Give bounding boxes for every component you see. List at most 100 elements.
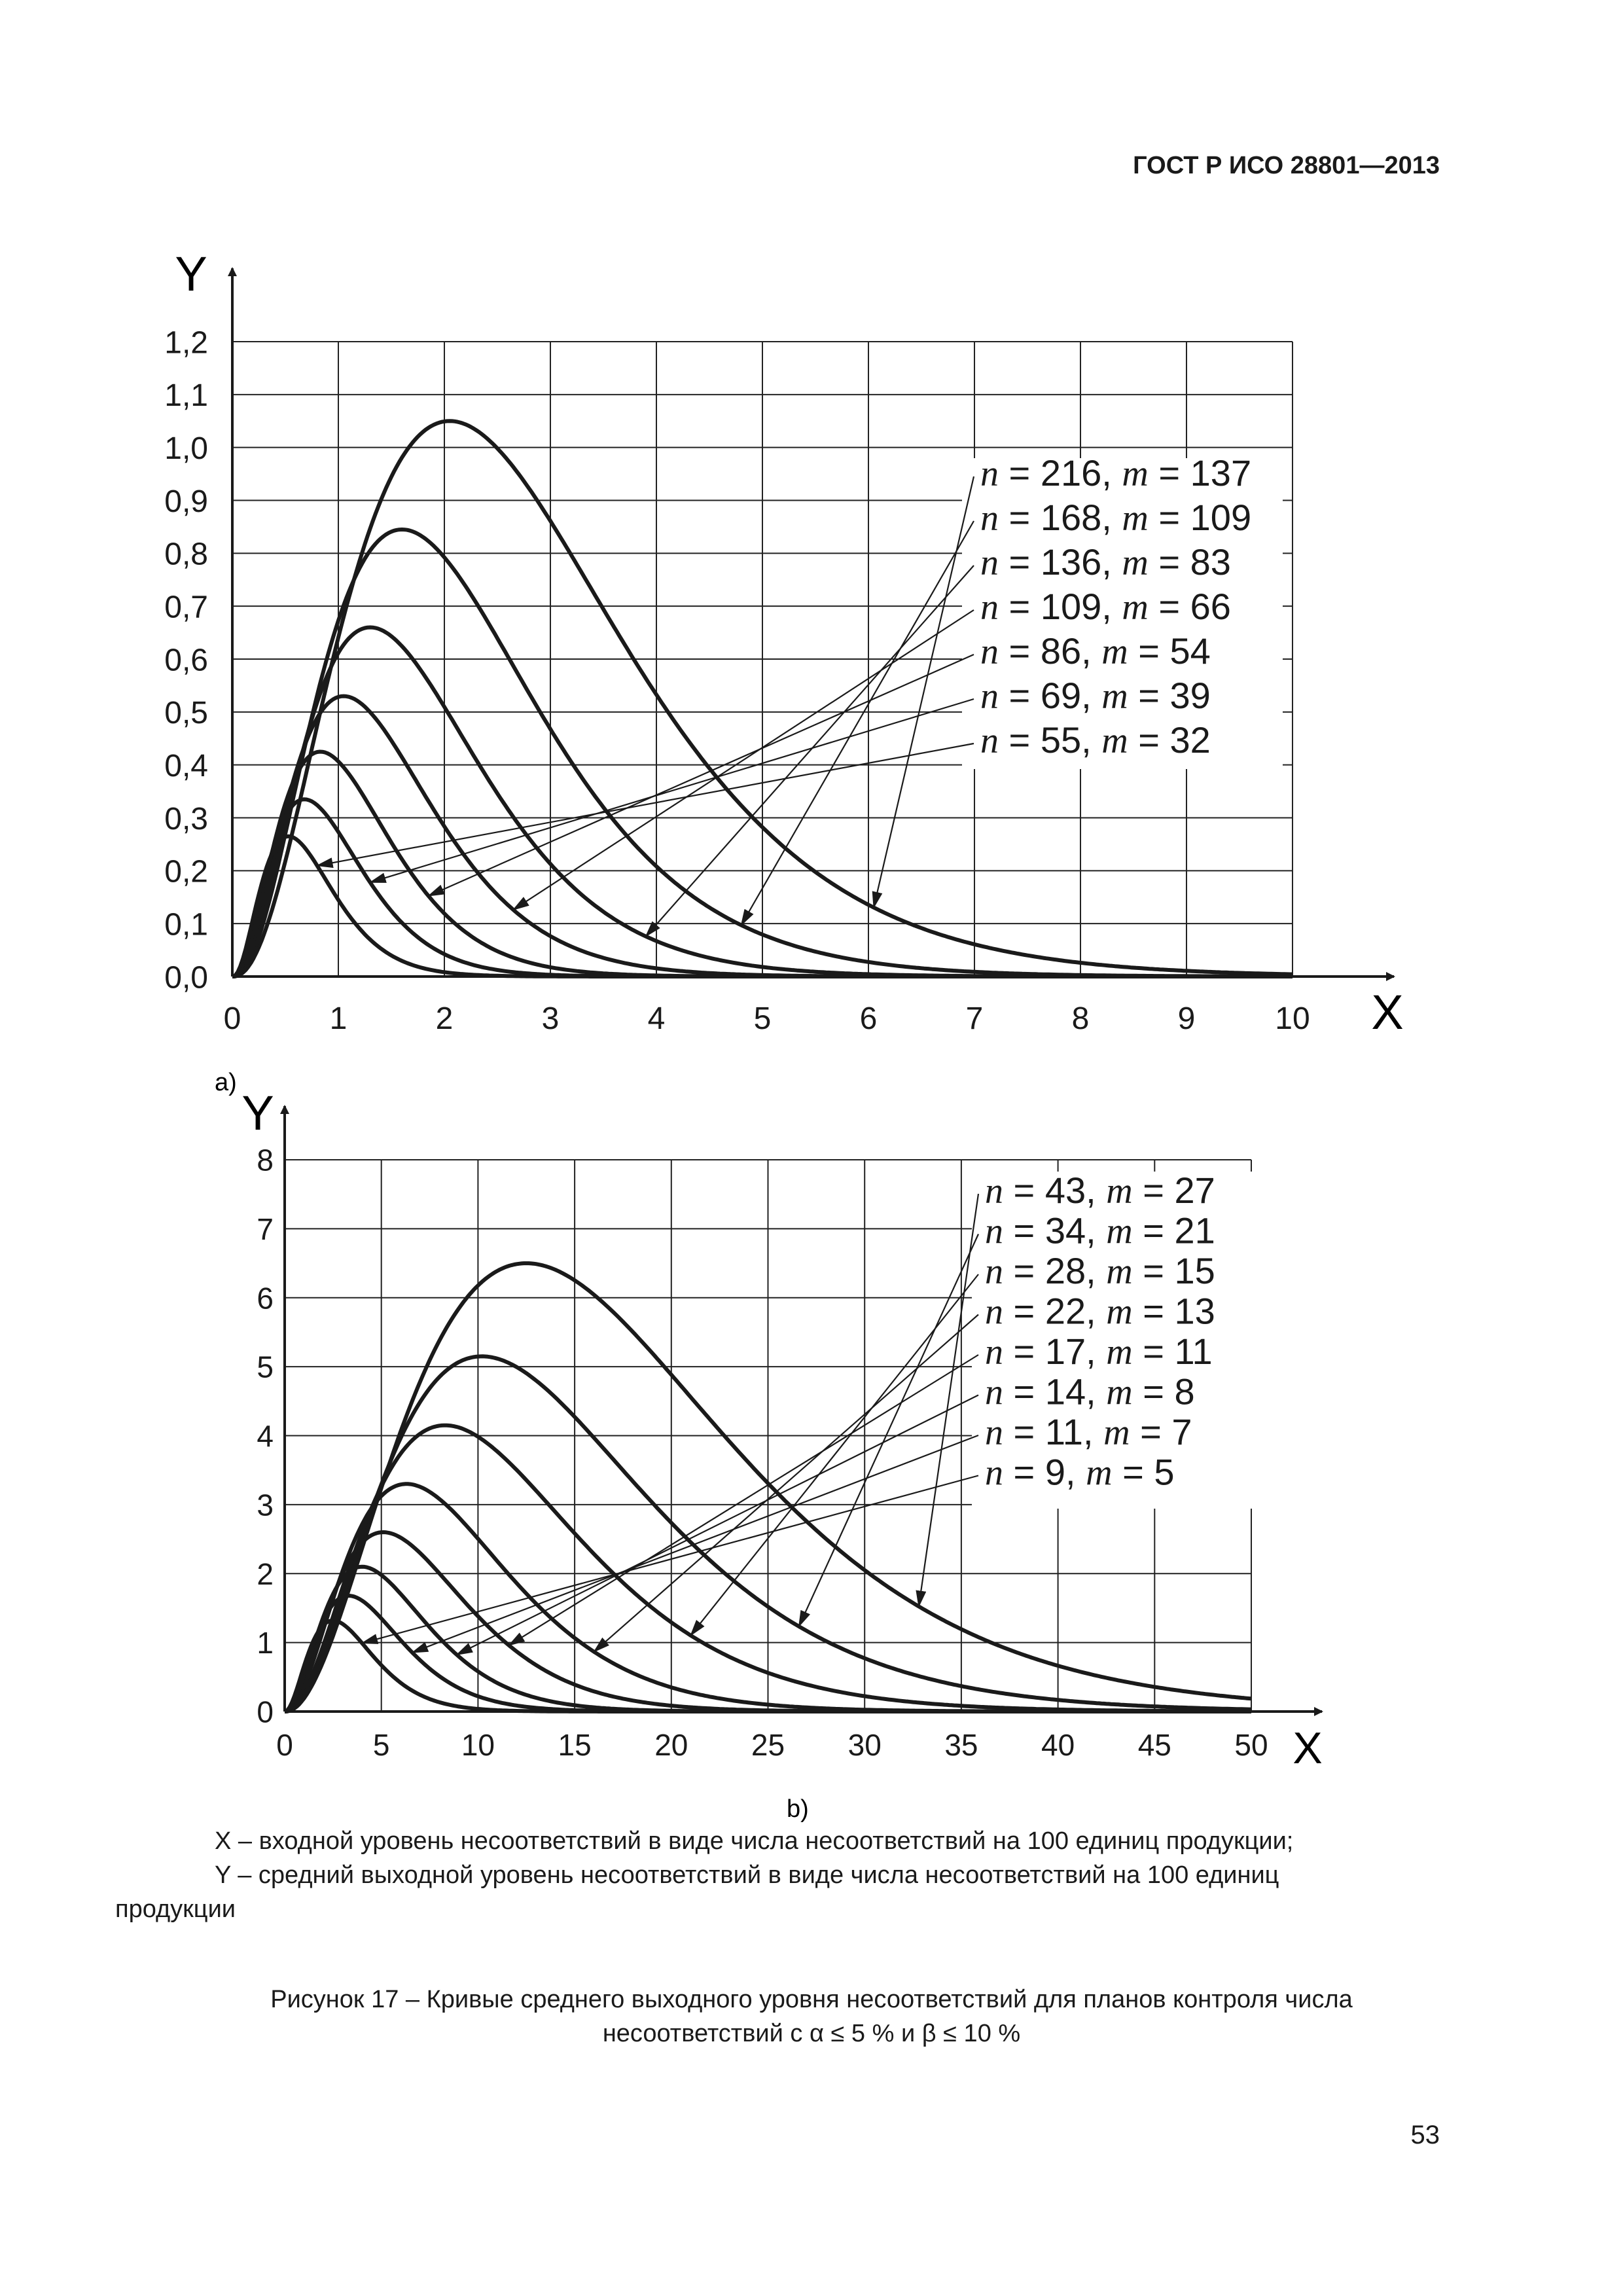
legend-n-value: = 9,: [1003, 1452, 1086, 1493]
legend-m-value: = 66: [1149, 586, 1231, 627]
leader-arrow-1: [872, 476, 975, 909]
chart-b-y-axis-label: Y: [241, 1086, 274, 1140]
legend-m-value: = 27: [1133, 1170, 1215, 1211]
legend-m-value: = 83: [1149, 541, 1231, 583]
legend-m-value: = 5: [1113, 1452, 1175, 1493]
legend-n-symbol: n: [980, 632, 999, 672]
legend-n-value: = 55,: [999, 719, 1101, 761]
legend-entry-1: n = 216, m = 137: [980, 452, 1251, 494]
legend-m-symbol: m: [1103, 1412, 1130, 1453]
legend-entry-4: n = 22, m = 13: [985, 1291, 1215, 1333]
y-tick-label: 0,5: [164, 696, 208, 730]
x-tick-label: 10: [461, 1728, 495, 1762]
legend-m-symbol: m: [1106, 1332, 1132, 1372]
legend-m-value: = 54: [1128, 630, 1211, 672]
legend-m-value: = 11: [1133, 1331, 1213, 1372]
x-tick-label: 9: [1178, 1001, 1196, 1036]
curve-series-2: [284, 1354, 1251, 1713]
x-tick-label: 25: [751, 1728, 785, 1762]
x-tick-label: 2: [436, 1001, 454, 1036]
chart-b-sublabel: b): [787, 1795, 809, 1823]
y-tick-label: 6: [257, 1281, 274, 1315]
y-tick-label: 0: [257, 1695, 274, 1729]
legend-m-value: = 7: [1130, 1411, 1192, 1452]
legend-n-value: = 34,: [1003, 1210, 1106, 1251]
legend-m-symbol: m: [1122, 587, 1148, 628]
x-tick-label: 3: [542, 1001, 560, 1036]
legend-m-value: = 13: [1133, 1291, 1215, 1332]
legend-m-symbol: m: [1086, 1453, 1112, 1494]
legend-n-symbol: n: [985, 1332, 1003, 1372]
y-tick-label: 5: [257, 1350, 274, 1384]
leader-arrow-7: [411, 1434, 979, 1653]
chart-a-x-tick-labels: 0 1 2 3 4 5 6 7 8 9 10: [224, 1001, 1310, 1036]
legend-m-symbol: m: [1122, 543, 1148, 583]
legend-m-symbol: m: [1106, 1292, 1132, 1333]
y-tick-label: 0,7: [164, 590, 208, 624]
x-tick-label: 8: [1072, 1001, 1090, 1036]
leader-arrow-3: [645, 565, 974, 938]
legend-m-symbol: m: [1122, 498, 1148, 539]
chart-a-legend-box: [962, 458, 1283, 769]
y-tick-label: 0,9: [164, 484, 208, 519]
x-tick-label: 15: [558, 1728, 592, 1762]
y-tick-label: 7: [257, 1212, 274, 1246]
legend-entry-7: n = 55, m = 32: [980, 719, 1211, 761]
legend-n-value: = 69,: [999, 675, 1101, 716]
y-tick-label: 0,4: [164, 749, 208, 783]
legend-m-symbol: m: [1101, 632, 1128, 672]
y-tick-label: 2: [257, 1557, 274, 1591]
legend-m-symbol: m: [1101, 721, 1128, 761]
chart-a-sublabel: a): [215, 1069, 237, 1096]
x-tick-label: 0: [224, 1001, 241, 1036]
leader-arrow-5: [507, 1354, 979, 1646]
x-tick-label: 20: [654, 1728, 688, 1762]
legend-n-value: = 216,: [999, 452, 1122, 493]
legend-m-symbol: m: [1106, 1372, 1132, 1413]
chart-b-leaders: [361, 1193, 980, 1656]
chart-b-y-tick-labels: 0 1 2 3 4 5 6 7 8: [257, 1143, 274, 1729]
y-tick-label: 0,1: [164, 907, 208, 942]
leader-arrow-3: [690, 1274, 979, 1637]
legend-entry-5: n = 17, m = 11: [985, 1331, 1213, 1372]
legend-n-value: = 86,: [999, 630, 1101, 672]
legend-n-value: = 11,: [1003, 1411, 1103, 1452]
y-tick-label: 0,0: [164, 960, 208, 995]
chart-b-curves: [283, 1261, 1252, 1713]
leader-arrow-6: [368, 698, 974, 884]
leader-arrow-2: [740, 520, 974, 927]
legend-n-symbol: n: [985, 1292, 1003, 1333]
y-tick-label: 1,1: [164, 378, 208, 413]
legend-m-symbol: m: [1106, 1171, 1132, 1211]
chart-a-x-axis-label: X: [1371, 985, 1403, 1039]
x-tick-label: 0: [276, 1728, 293, 1762]
legend-n-symbol: n: [985, 1453, 1003, 1494]
y-tick-label: 1,0: [164, 431, 208, 466]
figure-caption-line-1: Рисунок 17 – Кривые среднего выходного у…: [270, 1986, 1353, 2013]
legend-n-value: = 136,: [999, 541, 1122, 583]
x-tick-label: 5: [373, 1728, 390, 1762]
legend-entry-6: n = 69, m = 39: [980, 675, 1211, 717]
legend-m-symbol: m: [1101, 676, 1128, 717]
page-number: 53: [1410, 2121, 1440, 2149]
x-axis-description: X – входной уровень несоответствий в вид…: [215, 1827, 1294, 1855]
chart-b-legend-box: [972, 1172, 1253, 1509]
legend-n-symbol: n: [980, 587, 999, 628]
legend-entry-6: n = 14, m = 8: [985, 1371, 1195, 1413]
y-tick-label: 0,8: [164, 537, 208, 572]
y-tick-label: 1,2: [164, 325, 208, 360]
leader-arrow-1: [916, 1193, 980, 1608]
legend-n-symbol: n: [980, 498, 999, 539]
y-tick-label: 1: [257, 1626, 274, 1660]
chart-b-x-axis-label: X: [1293, 1723, 1322, 1773]
legend-n-value: = 43,: [1003, 1170, 1106, 1211]
legend-entry-1: n = 43, m = 27: [985, 1170, 1215, 1211]
legend-n-symbol: n: [985, 1171, 1003, 1211]
document-header: ГОСТ Р ИСО 28801—2013: [1133, 152, 1440, 179]
legend-entry-7: n = 11, m = 7: [985, 1411, 1192, 1453]
legend-n-symbol: n: [985, 1372, 1003, 1413]
x-tick-label: 45: [1138, 1728, 1171, 1762]
